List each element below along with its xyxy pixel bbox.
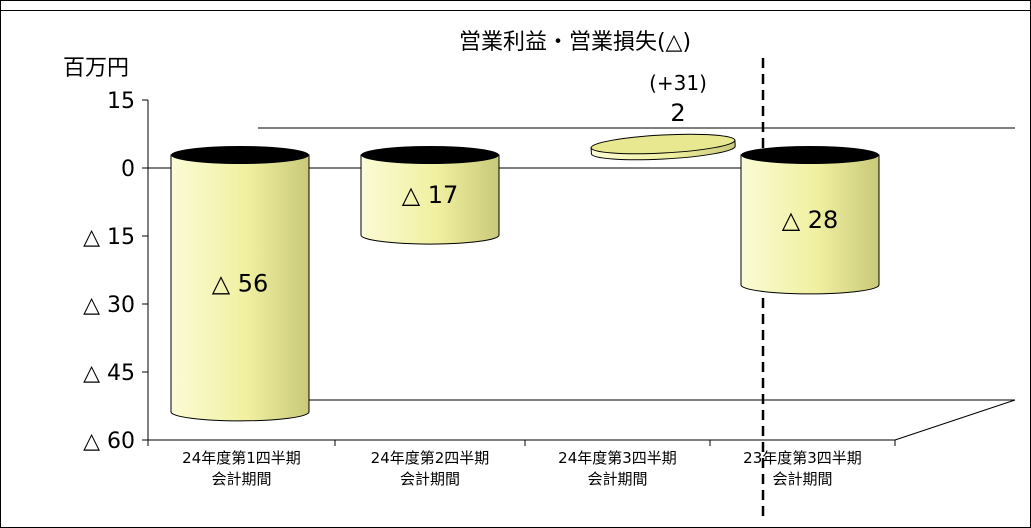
x-category-label: 24年度第2四半期会計期間 [371,449,490,488]
y-tick-label: △ 15 [83,225,135,250]
bar-value-label: 2 [670,99,685,127]
x-category-label: 24年度第1四半期会計期間 [182,449,301,488]
bar-value-label: △ 28 [782,206,839,234]
bar-body [360,154,500,245]
y-axis-title: 百万円 [63,56,129,81]
y-tick-label: △ 30 [83,293,135,318]
y-tick-label: △ 45 [83,361,135,386]
bar-top-cap [171,146,309,164]
bar-cylinder: △ 28 [740,146,880,295]
bar-top-cap [590,133,736,155]
bars: △ 56 △ 17 2 (+31) △ 28 [170,71,880,422]
bar-body [170,154,310,422]
x-axis-categories: 24年度第1四半期会計期間 24年度第2四半期会計期間 24年度第3四半期会計期間 2… [147,440,896,488]
bar-cylinder: 2 (+31) [590,71,736,161]
bar-value-label: △ 17 [402,181,459,209]
bar-cylinder: △ 56 [170,146,310,422]
y-tick-label: 15 [107,89,135,114]
bar-annotation-label: (+31) [649,71,707,95]
y-axis-ticks: 15 0 △ 15 △ 30 △ 45 △ 60 [83,89,148,454]
floor-right-edge [894,399,1016,441]
bar-cylinder: △ 17 [360,146,500,245]
bar-value-label: △ 56 [212,269,269,297]
y-tick-label: 0 [121,157,135,182]
x-category-label: 24年度第3四半期会計期間 [558,449,677,488]
bar-body [740,154,880,295]
y-tick-label: △ 60 [83,429,135,454]
bar-top-cap [741,146,879,164]
bar-top-cap [361,146,499,164]
x-category-label: 23年度第3四半期会計期間 [743,449,862,488]
chart-title: 営業利益・営業損失(△) [459,30,691,55]
